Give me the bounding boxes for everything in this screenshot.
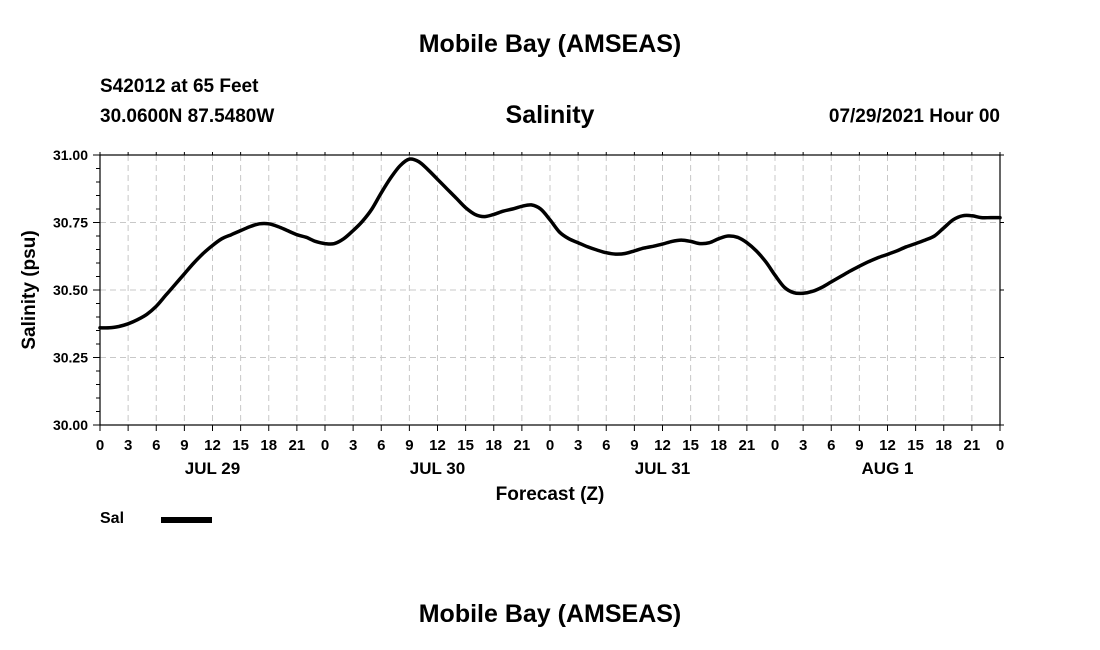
- x-axis-title: Forecast (Z): [496, 484, 605, 505]
- footer-title: Mobile Bay (AMSEAS): [418, 600, 682, 628]
- x-date-label: JUL 31: [635, 459, 690, 478]
- y-tick-label: 31.00: [53, 147, 88, 163]
- x-tick-label: 0: [771, 437, 779, 454]
- x-tick-label: 18: [485, 437, 502, 454]
- x-tick-label: 15: [682, 437, 699, 454]
- series-layer: [98, 157, 1002, 330]
- y-axis-title: Salinity (psu): [19, 230, 40, 349]
- x-tick-label: 9: [405, 437, 413, 454]
- x-tick-label: 9: [180, 437, 188, 454]
- grid-lines: [100, 155, 1000, 425]
- run-time-label: 07/29/2021 Hour 00: [828, 106, 1000, 127]
- x-tick-label: 21: [739, 437, 756, 454]
- axes: 0 3 6 9 12 15 18 21 0 3 6 9 12 15 18 21 0 3 6 9 12 15 18 21 0 3 6 9…: [53, 147, 1004, 478]
- x-tick-label: 3: [124, 437, 132, 454]
- x-tick-label: 12: [654, 437, 671, 454]
- figure-title: Mobile Bay (AMSEAS): [418, 30, 682, 58]
- x-tick-label: 3: [349, 437, 357, 454]
- station-label: S42012 at 65 Feet: [100, 76, 259, 97]
- x-tick-label: 3: [799, 437, 807, 454]
- x-tick-label: 21: [964, 437, 981, 454]
- x-tick-label: 0: [546, 437, 554, 454]
- x-tick-label: 0: [321, 437, 329, 454]
- chart-title: Salinity: [505, 101, 595, 129]
- x-tick-label: 15: [457, 437, 474, 454]
- x-tick-label: 12: [204, 437, 221, 454]
- x-tick-label: 18: [260, 437, 277, 454]
- series-line-sal: [98, 157, 1002, 330]
- coordinates-label: 30.0600N 87.5480W: [100, 106, 275, 127]
- x-tick-label: 18: [710, 437, 727, 454]
- y-tick-label: 30.50: [53, 282, 88, 298]
- x-tick-label: 9: [630, 437, 638, 454]
- x-tick-label: 21: [289, 437, 306, 454]
- x-tick-label: 6: [152, 437, 160, 454]
- legend-swatch: [161, 517, 212, 523]
- x-tick-label: 12: [429, 437, 446, 454]
- x-tick-label: 18: [935, 437, 952, 454]
- x-tick-label: 6: [377, 437, 385, 454]
- plot-frame: [99, 154, 1001, 426]
- x-tick-label: 3: [574, 437, 582, 454]
- x-date-label: JUL 30: [410, 459, 465, 478]
- y-tick-label: 30.75: [53, 215, 88, 231]
- legend-label: Sal: [100, 510, 125, 527]
- x-tick-label: 15: [907, 437, 924, 454]
- x-tick-label: 12: [879, 437, 896, 454]
- y-tick-label: 30.25: [53, 350, 88, 366]
- y-tick-label: 30.00: [53, 417, 88, 433]
- x-tick-label: 9: [855, 437, 863, 454]
- x-tick-label: 6: [602, 437, 610, 454]
- x-tick-label: 15: [232, 437, 249, 454]
- x-date-label: AUG 1: [862, 459, 914, 478]
- x-tick-label: 0: [96, 437, 104, 454]
- x-date-label: JUL 29: [185, 459, 240, 478]
- x-tick-label: 0: [996, 437, 1004, 454]
- x-tick-label: 6: [827, 437, 835, 454]
- x-tick-label: 21: [514, 437, 531, 454]
